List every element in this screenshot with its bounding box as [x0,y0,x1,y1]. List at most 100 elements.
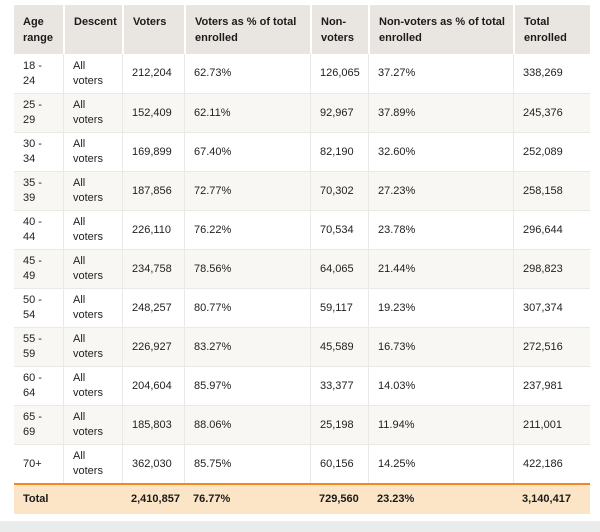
cell-non-voters-pct: 37.27% [368,54,513,93]
cell-total-enrolled: 272,516 [513,327,590,366]
table-row: 40 - 44 All voters 226,110 76.22% 70,534… [14,210,590,249]
cell-non-voters: 45,589 [310,327,368,366]
voters-by-age-table: Age range Descent Voters Voters as % of … [14,5,590,514]
cell-total-enrolled: 245,376 [513,93,590,132]
table-row: 25 - 29 All voters 152,409 62.11% 92,967… [14,93,590,132]
col-header-age-range: Age range [14,5,63,54]
cell-voters-pct: 72.77% [184,171,310,210]
cell-voters-pct: 85.97% [184,366,310,405]
cell-descent: All voters [63,249,122,288]
table-row: 18 - 24 All voters 212,204 62.73% 126,06… [14,54,590,93]
col-header-voters: Voters [122,5,184,54]
cell-non-voters: 60,156 [310,444,368,483]
cell-non-voters: 126,065 [310,54,368,93]
cell-total-enrolled: 211,001 [513,405,590,444]
cell-voters: 204,604 [122,366,184,405]
cell-descent: All voters [63,288,122,327]
cell-age-range: 70+ [14,444,63,483]
table-row: 60 - 64 All voters 204,604 85.97% 33,377… [14,366,590,405]
total-descent-empty [63,483,122,514]
cell-total-enrolled: 298,823 [513,249,590,288]
col-header-descent: Descent [63,5,122,54]
cell-voters: 362,030 [122,444,184,483]
cell-descent: All voters [63,93,122,132]
cell-voters: 226,110 [122,210,184,249]
cell-non-voters-pct: 21.44% [368,249,513,288]
cell-age-range: 45 - 49 [14,249,63,288]
cell-voters-pct: 67.40% [184,132,310,171]
cell-voters-pct: 85.75% [184,444,310,483]
table-header: Age range Descent Voters Voters as % of … [14,5,590,54]
cell-non-voters: 64,065 [310,249,368,288]
cell-non-voters-pct: 27.23% [368,171,513,210]
col-header-non-voters-pct: Non-voters as % of total enrolled [368,5,513,54]
cell-voters: 169,899 [122,132,184,171]
cell-age-range: 40 - 44 [14,210,63,249]
cell-descent: All voters [63,405,122,444]
col-header-voters-pct: Voters as % of total enrolled [184,5,310,54]
cell-voters: 212,204 [122,54,184,93]
col-header-total-enrolled: Total enrolled [513,5,590,54]
cell-age-range: 35 - 39 [14,171,63,210]
table-row: 45 - 49 All voters 234,758 78.56% 64,065… [14,249,590,288]
cell-non-voters: 70,302 [310,171,368,210]
total-non-voters-pct: 23.23% [368,483,513,514]
cell-voters-pct: 83.27% [184,327,310,366]
cell-age-range: 30 - 34 [14,132,63,171]
cell-voters-pct: 76.22% [184,210,310,249]
cell-non-voters-pct: 14.25% [368,444,513,483]
cell-descent: All voters [63,366,122,405]
cell-non-voters-pct: 16.73% [368,327,513,366]
cell-non-voters-pct: 32.60% [368,132,513,171]
cell-non-voters-pct: 14.03% [368,366,513,405]
table-row: 50 - 54 All voters 248,257 80.77% 59,117… [14,288,590,327]
cell-age-range: 18 - 24 [14,54,63,93]
table-row: 55 - 59 All voters 226,927 83.27% 45,589… [14,327,590,366]
table-row: 65 - 69 All voters 185,803 88.06% 25,198… [14,405,590,444]
cell-non-voters-pct: 11.94% [368,405,513,444]
cell-voters: 248,257 [122,288,184,327]
cell-descent: All voters [63,54,122,93]
col-header-non-voters: Non-voters [310,5,368,54]
cell-descent: All voters [63,171,122,210]
total-non-voters: 729,560 [310,483,368,514]
total-enrolled-sum: 3,140,417 [513,483,590,514]
total-label: Total [14,483,63,514]
total-voters-pct: 76.77% [184,483,310,514]
cell-non-voters: 92,967 [310,93,368,132]
cell-descent: All voters [63,444,122,483]
cell-age-range: 60 - 64 [14,366,63,405]
cell-age-range: 65 - 69 [14,405,63,444]
cell-non-voters-pct: 37.89% [368,93,513,132]
cell-voters-pct: 88.06% [184,405,310,444]
table-row: 35 - 39 All voters 187,856 72.77% 70,302… [14,171,590,210]
cell-non-voters-pct: 19.23% [368,288,513,327]
cell-age-range: 50 - 54 [14,288,63,327]
table-row: 70+ All voters 362,030 85.75% 60,156 14.… [14,444,590,483]
cell-non-voters: 82,190 [310,132,368,171]
cell-total-enrolled: 252,089 [513,132,590,171]
cell-age-range: 25 - 29 [14,93,63,132]
cell-non-voters: 70,534 [310,210,368,249]
cell-voters: 187,856 [122,171,184,210]
cell-voters-pct: 62.11% [184,93,310,132]
cell-voters: 226,927 [122,327,184,366]
cell-descent: All voters [63,132,122,171]
footer-band [0,521,600,532]
cell-non-voters: 25,198 [310,405,368,444]
cell-voters: 234,758 [122,249,184,288]
cell-voters: 152,409 [122,93,184,132]
cell-descent: All voters [63,327,122,366]
cell-total-enrolled: 307,374 [513,288,590,327]
cell-non-voters: 59,117 [310,288,368,327]
cell-descent: All voters [63,210,122,249]
cell-total-enrolled: 338,269 [513,54,590,93]
cell-non-voters-pct: 23.78% [368,210,513,249]
cell-total-enrolled: 422,186 [513,444,590,483]
cell-total-enrolled: 237,981 [513,366,590,405]
cell-voters-pct: 80.77% [184,288,310,327]
enrolment-table-container: Age range Descent Voters Voters as % of … [14,5,590,514]
cell-age-range: 55 - 59 [14,327,63,366]
table-row: 30 - 34 All voters 169,899 67.40% 82,190… [14,132,590,171]
cell-voters-pct: 62.73% [184,54,310,93]
